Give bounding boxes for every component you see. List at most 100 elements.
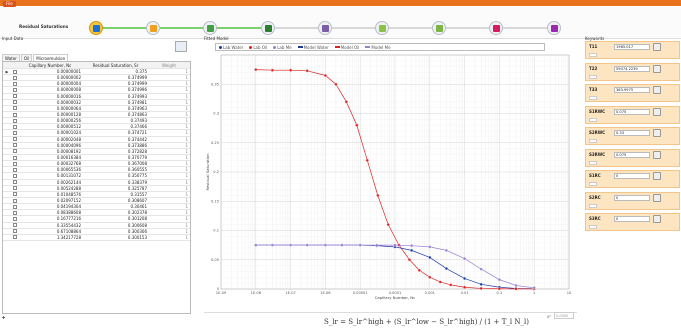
cell-capillary-number[interactable]: 0.00524288 xyxy=(56,185,81,191)
keyword-slider[interactable] xyxy=(589,74,597,79)
table-row[interactable]: 0.33554432 0.300608 1 xyxy=(3,223,190,229)
table-row[interactable]: 0.00008192 0.372828 1 xyxy=(3,149,190,155)
cell-weight[interactable]: 1 xyxy=(185,167,188,173)
row-checkbox[interactable] xyxy=(11,173,19,178)
lock-icon[interactable] xyxy=(653,193,661,202)
cell-residual-saturation[interactable]: 0.374999 xyxy=(127,75,147,81)
keyword-slider[interactable] xyxy=(589,160,597,165)
table-row[interactable]: 0.00000004 0.374999 1 xyxy=(3,81,190,88)
table-row[interactable]: 0.67108864 0.300306 1 xyxy=(3,229,190,235)
table-row[interactable]: 0.16777216 0.301208 1 xyxy=(3,216,190,223)
cell-weight[interactable]: 1 xyxy=(185,130,188,136)
table-row[interactable]: 1.34217728 0.300153 1 xyxy=(3,235,190,241)
cell-weight[interactable]: 1 xyxy=(185,118,188,124)
legend-item[interactable]: Model Me xyxy=(365,45,391,50)
cell-residual-saturation[interactable]: 0.301208 xyxy=(127,216,147,222)
cell-capillary-number[interactable]: 0.00004096 xyxy=(56,142,81,148)
workflow-step-1-icon[interactable] xyxy=(89,21,103,35)
row-checkbox[interactable] xyxy=(11,143,19,148)
lock-icon[interactable] xyxy=(653,107,661,116)
legend-item[interactable]: Model Water xyxy=(297,45,329,50)
cell-capillary-number[interactable]: 0.16777216 xyxy=(56,216,81,222)
keyword-slider[interactable] xyxy=(589,53,597,57)
table-row[interactable]: 0.01048576 0.31557 1 xyxy=(3,192,190,198)
keyword-slider[interactable] xyxy=(589,182,597,186)
keyword-slider[interactable] xyxy=(589,203,597,208)
cell-weight[interactable]: 1 xyxy=(185,210,188,216)
table-export-icon[interactable] xyxy=(175,41,187,52)
cell-capillary-number[interactable]: 0.00016384 xyxy=(56,155,81,161)
cell-capillary-number[interactable]: 0.00032768 xyxy=(56,161,81,167)
cell-weight[interactable]: 1 xyxy=(185,105,188,111)
checkbox-icon[interactable] xyxy=(13,155,17,160)
cell-residual-saturation[interactable]: 0.373886 xyxy=(127,142,147,148)
cell-capillary-number[interactable]: 0.00000256 xyxy=(56,118,81,124)
legend-item[interactable]: Lab Oil xyxy=(249,45,267,50)
cell-weight[interactable]: 1 xyxy=(185,228,188,234)
checkbox-icon[interactable] xyxy=(13,106,17,111)
keyword-value-field[interactable]: 1965.017 xyxy=(614,44,650,50)
table-row[interactable]: 0.00000008 0.374996 1 xyxy=(3,87,190,94)
workflow-step-3-icon[interactable] xyxy=(203,21,218,35)
row-checkbox[interactable] xyxy=(11,167,19,172)
lock-icon[interactable] xyxy=(653,172,661,180)
cell-weight[interactable]: 1 xyxy=(185,87,188,93)
keyword-value-field[interactable]: 363.9975 xyxy=(614,87,650,93)
cell-weight[interactable]: 1 xyxy=(185,155,188,161)
cell-weight[interactable]: 1 xyxy=(185,81,188,87)
cell-capillary-number[interactable]: 0.00262144 xyxy=(56,179,81,185)
checkbox-icon[interactable] xyxy=(13,69,17,74)
cell-capillary-number[interactable]: 0.00000004 xyxy=(56,81,81,87)
cell-residual-saturation[interactable]: 0.374863 xyxy=(127,112,147,118)
lock-icon[interactable] xyxy=(653,215,661,223)
table-row[interactable]: 0.00032768 0.367008 1 xyxy=(3,161,190,168)
table-row[interactable]: 0.00000064 0.374963 1 xyxy=(3,106,190,112)
keyword-slider[interactable] xyxy=(589,96,597,100)
checkbox-icon[interactable] xyxy=(13,149,17,154)
cell-residual-saturation[interactable]: 0.325787 xyxy=(127,185,147,191)
cell-residual-saturation[interactable]: 0.300306 xyxy=(127,228,147,234)
table-row[interactable]: 0.00065536 0.360555 1 xyxy=(3,167,190,174)
checkbox-icon[interactable] xyxy=(13,180,17,185)
cell-residual-saturation[interactable]: 0.302378 xyxy=(127,210,147,216)
row-checkbox[interactable] xyxy=(11,192,19,197)
keyword-slider[interactable] xyxy=(589,117,597,122)
cell-capillary-number[interactable]: 0.00000002 xyxy=(56,75,81,81)
row-checkbox[interactable] xyxy=(11,81,19,86)
cell-weight[interactable]: 1 xyxy=(185,75,188,81)
checkbox-icon[interactable] xyxy=(13,112,17,117)
checkbox-icon[interactable] xyxy=(13,161,17,166)
table-row[interactable]: 0.00001024 0.374721 1 xyxy=(3,130,190,137)
cell-residual-saturation[interactable]: 0.374999 xyxy=(127,81,147,87)
checkbox-icon[interactable] xyxy=(13,167,17,172)
cell-residual-saturation[interactable]: 0.374442 xyxy=(127,136,147,142)
cell-weight[interactable]: 1 xyxy=(185,173,188,179)
cell-weight[interactable]: 1 xyxy=(185,161,188,167)
checkbox-icon[interactable] xyxy=(13,118,17,123)
lock-icon[interactable] xyxy=(653,129,661,137)
cell-capillary-number[interactable]: 0.00065536 xyxy=(56,167,81,173)
checkbox-icon[interactable] xyxy=(13,210,17,215)
checkbox-icon[interactable] xyxy=(13,229,17,234)
row-checkbox[interactable] xyxy=(11,118,19,123)
row-checkbox[interactable] xyxy=(11,69,19,74)
table-row[interactable]: 0.02097152 0.308607 1 xyxy=(3,198,190,205)
cell-weight[interactable]: 1 xyxy=(185,204,188,210)
cell-capillary-number[interactable]: 0.00000016 xyxy=(56,93,81,99)
cell-capillary-number[interactable]: 0.00001024 xyxy=(56,130,81,136)
cell-capillary-number[interactable]: 0.02097152 xyxy=(56,198,81,204)
row-checkbox[interactable] xyxy=(11,161,19,166)
workflow-step-7-icon[interactable] xyxy=(432,21,447,35)
keyword-value-field[interactable]: 0.075 xyxy=(614,108,650,115)
cell-residual-saturation[interactable]: 0.360555 xyxy=(127,167,147,173)
row-checkbox[interactable] xyxy=(11,210,19,215)
checkbox-icon[interactable] xyxy=(13,124,17,129)
checkbox-icon[interactable] xyxy=(13,173,17,178)
keyword-value-field[interactable]: 0.33 xyxy=(614,130,650,136)
table-row[interactable]: 0.00000016 0.374993 1 xyxy=(3,94,190,100)
cell-capillary-number[interactable]: 0.00008192 xyxy=(56,148,81,154)
row-checkbox[interactable] xyxy=(11,149,19,154)
row-checkbox[interactable] xyxy=(11,106,19,111)
add-row-icon[interactable]: ✚ xyxy=(2,315,6,320)
cell-residual-saturation[interactable]: 0.372828 xyxy=(127,148,147,154)
